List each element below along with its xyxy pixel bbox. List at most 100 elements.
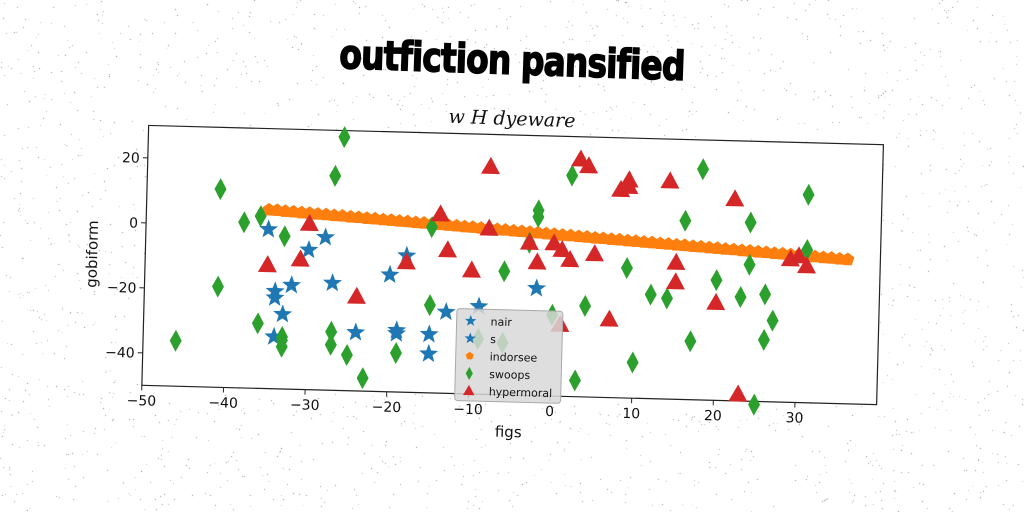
swoops-point bbox=[759, 283, 772, 306]
x-tick-label: 10 bbox=[622, 406, 640, 422]
swoops-point bbox=[644, 283, 657, 306]
swoops-point bbox=[324, 333, 337, 356]
swoops-point bbox=[211, 275, 224, 298]
indorsee-point bbox=[841, 252, 855, 266]
swoops-point bbox=[734, 285, 747, 308]
nair-point bbox=[273, 304, 293, 323]
plot-area: −50 −40 −30 −20 −10 0 10 20 30 −40 −20 0 20 figs gob… bbox=[82, 124, 885, 442]
hypermoral-point bbox=[797, 256, 817, 274]
data-marks bbox=[169, 126, 855, 416]
hypermoral-point bbox=[552, 240, 572, 258]
swoops-point bbox=[423, 294, 436, 317]
hypermoral-point bbox=[789, 246, 809, 264]
hypermoral-point bbox=[579, 156, 599, 174]
swoops-point bbox=[748, 393, 761, 416]
nair-point bbox=[527, 278, 547, 297]
swoops-point bbox=[743, 253, 756, 276]
legend-label: hypermoral bbox=[489, 385, 553, 400]
swoops-point bbox=[338, 126, 351, 149]
x-tick-label: −40 bbox=[208, 395, 238, 412]
legend-marker-swoops bbox=[465, 366, 473, 381]
legend-box bbox=[454, 308, 564, 404]
hypermoral-point bbox=[430, 204, 450, 222]
legend-label: swoops bbox=[489, 368, 530, 382]
swoops-point bbox=[568, 369, 581, 392]
y-axis-label: gobiform bbox=[82, 220, 102, 288]
swoops-point bbox=[325, 320, 338, 343]
x-tick-label: −30 bbox=[290, 397, 320, 414]
legend-marker-s bbox=[464, 332, 476, 344]
hypermoral-point bbox=[481, 156, 501, 175]
x-axis-label: figs bbox=[495, 423, 522, 442]
nair-point bbox=[299, 239, 319, 259]
swoops-point bbox=[356, 367, 369, 390]
hypermoral-point bbox=[299, 213, 319, 232]
swoops-point bbox=[697, 158, 710, 181]
nair-point bbox=[322, 273, 342, 292]
hypermoral-point bbox=[437, 240, 457, 258]
nair-point bbox=[259, 219, 279, 238]
nair-point bbox=[346, 322, 366, 341]
y-tick-label: −20 bbox=[107, 280, 137, 297]
nair-point bbox=[387, 323, 407, 342]
swoops-point bbox=[169, 329, 182, 352]
series-hypermoral bbox=[257, 149, 817, 402]
hypermoral-point bbox=[527, 252, 547, 270]
hypermoral-point bbox=[461, 260, 481, 278]
x-tick-label: 20 bbox=[704, 408, 722, 424]
hypermoral-point bbox=[479, 218, 499, 236]
hypermoral-point bbox=[599, 309, 619, 327]
swoops-point bbox=[214, 178, 227, 201]
hypermoral-point bbox=[346, 286, 366, 304]
legend-marker-nair bbox=[465, 314, 477, 326]
swoops-point bbox=[251, 312, 264, 335]
x-tick-label: −50 bbox=[126, 393, 156, 410]
legend-label: nair bbox=[490, 315, 512, 329]
hypermoral-point bbox=[666, 252, 686, 271]
swoops-point bbox=[579, 294, 592, 317]
x-tick-label: −20 bbox=[371, 399, 401, 416]
swoops-point bbox=[340, 343, 353, 366]
series-indorsee bbox=[262, 202, 855, 266]
hypermoral-point bbox=[519, 232, 539, 250]
swoops-point bbox=[425, 216, 438, 239]
x-tick-label: 0 bbox=[545, 404, 554, 420]
legend-marker-hypermoral bbox=[463, 384, 475, 396]
y-tick-label: 20 bbox=[122, 150, 140, 166]
swoops-point bbox=[278, 225, 291, 248]
hypermoral-point bbox=[619, 176, 639, 195]
swoops-point bbox=[566, 164, 579, 187]
swoops-point bbox=[275, 335, 288, 358]
y-tick-label: 0 bbox=[129, 215, 138, 231]
swoops-point bbox=[684, 330, 697, 353]
hypermoral-point bbox=[396, 252, 416, 270]
legend-label: indorsee bbox=[490, 350, 538, 364]
legend-marker-indorsee bbox=[465, 351, 474, 360]
hypermoral-point bbox=[728, 384, 748, 402]
nair-point bbox=[436, 302, 456, 321]
nair-point bbox=[419, 324, 439, 343]
x-tick-label: 30 bbox=[785, 410, 803, 426]
swoops-point bbox=[329, 164, 342, 187]
hypermoral-point bbox=[725, 189, 745, 207]
nair-point bbox=[419, 343, 439, 363]
swoops-point bbox=[766, 309, 779, 332]
swoops-point bbox=[389, 341, 402, 364]
nair-point bbox=[282, 275, 302, 294]
nair-point bbox=[380, 264, 400, 284]
swoops-point bbox=[620, 257, 633, 280]
swoops-point bbox=[254, 205, 267, 228]
swoops-point bbox=[498, 260, 511, 283]
hypermoral-point bbox=[560, 250, 580, 268]
swoops-point bbox=[626, 351, 639, 374]
hypermoral-point bbox=[706, 292, 726, 311]
swoops-point bbox=[238, 211, 251, 234]
swoops-point bbox=[802, 183, 815, 206]
hypermoral-point bbox=[584, 244, 604, 262]
swoops-point bbox=[660, 287, 673, 310]
legend-label: s bbox=[490, 333, 496, 346]
swoops-point bbox=[757, 328, 770, 351]
swoops-point bbox=[532, 199, 545, 222]
swoops-point bbox=[744, 211, 757, 234]
